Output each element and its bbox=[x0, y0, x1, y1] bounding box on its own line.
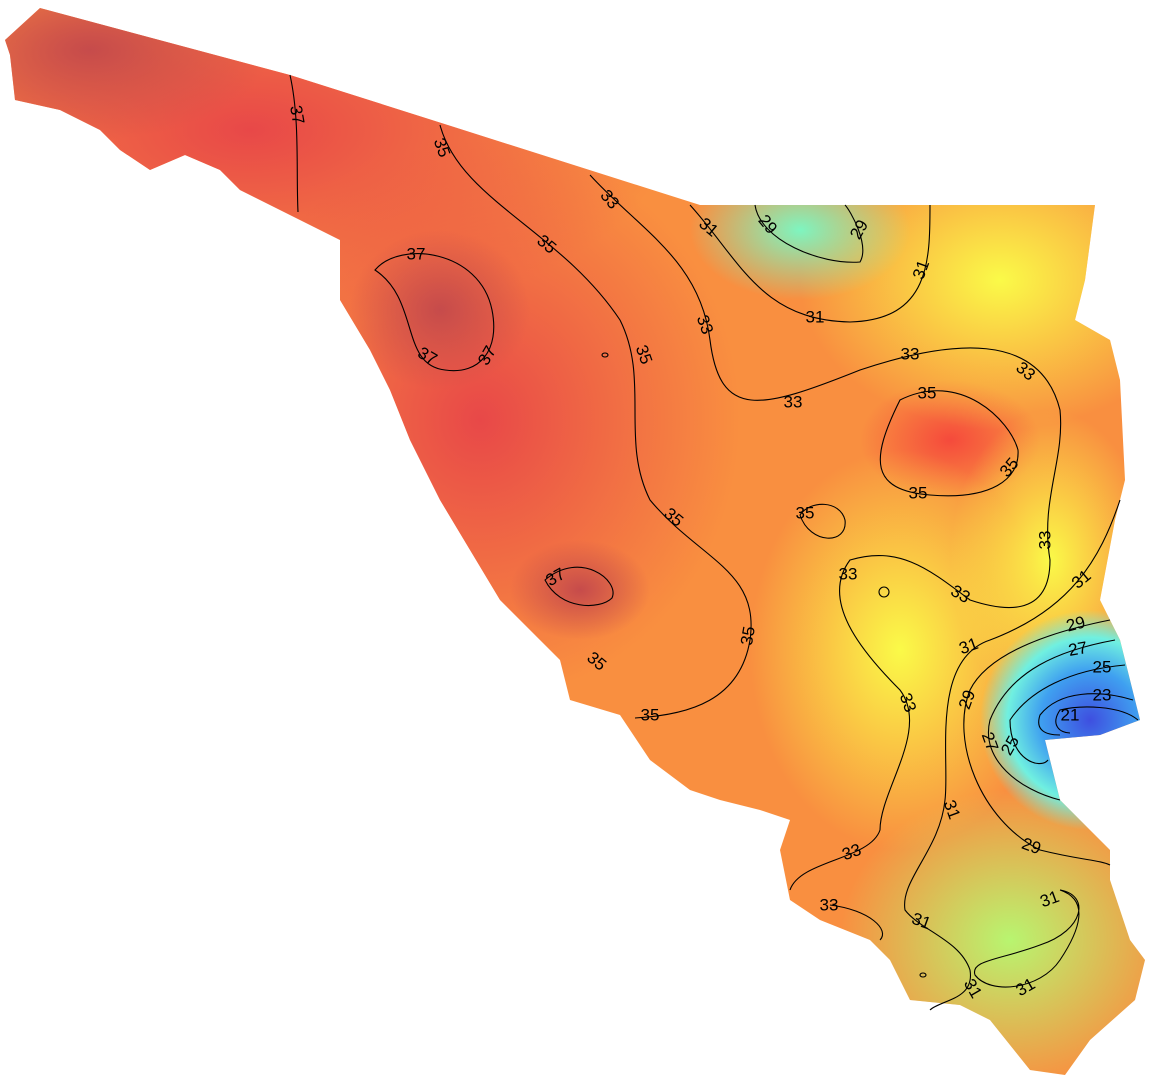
contour-label: 33 bbox=[839, 564, 858, 583]
contour-label: 37 bbox=[407, 244, 426, 263]
contour-label: 33 bbox=[1035, 531, 1054, 550]
contour-label: 33 bbox=[820, 895, 839, 914]
contour-label: 35 bbox=[909, 483, 928, 502]
contour-label: 35 bbox=[796, 503, 815, 522]
contour-label: 23 bbox=[1093, 685, 1112, 704]
contour-label: 33 bbox=[784, 392, 803, 411]
isolines bbox=[289, 74, 1139, 1011]
contour-label: 33 bbox=[901, 344, 920, 363]
contour-label: 29 bbox=[1064, 612, 1087, 635]
contour-label: 31 bbox=[806, 307, 825, 326]
contour-label: 27 bbox=[1067, 638, 1089, 660]
contour-label: 21 bbox=[1061, 705, 1080, 724]
contour-label: 25 bbox=[1093, 657, 1112, 676]
contour-label: 35 bbox=[918, 383, 937, 402]
contour-label: 35 bbox=[737, 625, 759, 647]
contour-label: 35 bbox=[641, 705, 660, 724]
contour-label: 37 bbox=[286, 104, 308, 126]
